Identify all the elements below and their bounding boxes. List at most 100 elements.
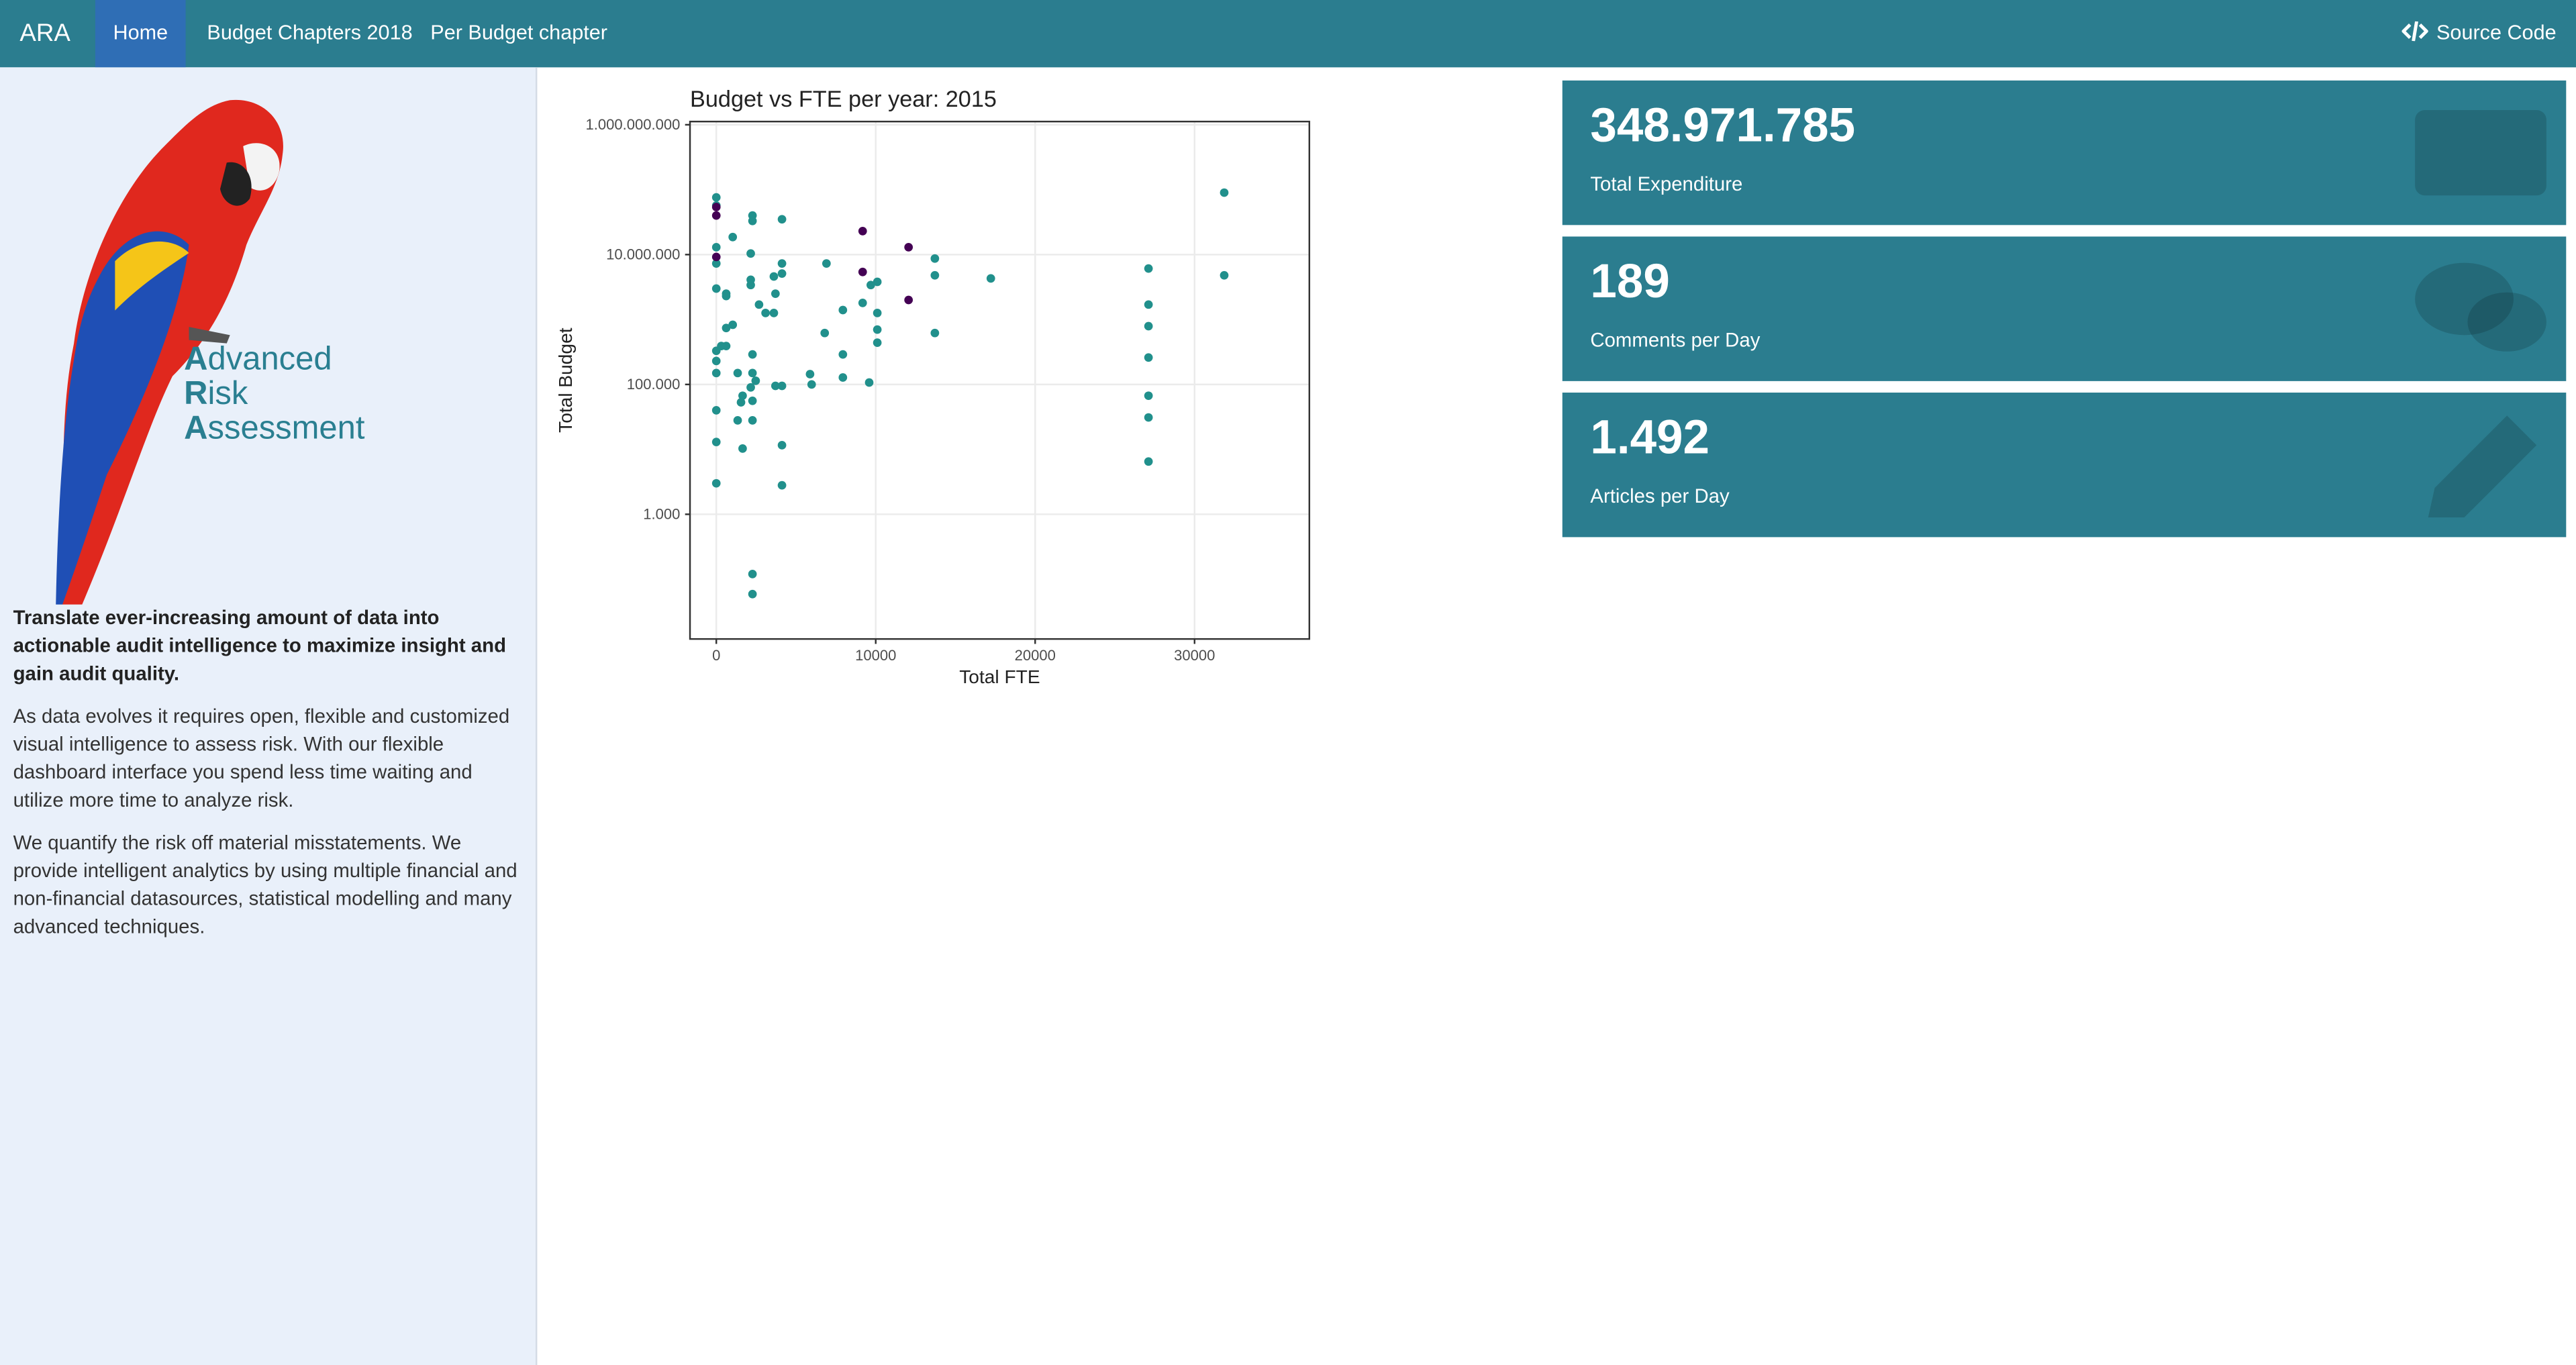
source-link[interactable]: Source Code [2401,0,2557,67]
sidebar: Advanced Risk Assessment Translate ever-… [0,67,538,1365]
y-tick-label: 10.000.000 [606,246,680,263]
point [711,284,721,293]
point [722,342,731,351]
chart-title: Budget vs FTE per year: 2015 [690,87,997,112]
point [858,267,867,276]
point [746,383,755,392]
paragraph: As data evolves it requires open, flexib… [13,705,510,812]
point [711,211,721,220]
point [711,405,721,415]
box-label: Articles per Day [1590,485,1730,508]
point [748,396,757,405]
point [866,281,875,290]
point [838,350,848,359]
point [751,376,760,385]
point [807,380,816,389]
code-icon [2401,21,2429,42]
point [738,391,747,401]
box-value: 348.971.785 [1590,100,1856,153]
point [777,481,787,490]
point [728,232,738,242]
pencil-icon [2428,415,2537,518]
point [1144,457,1153,466]
point [1144,353,1153,362]
y-tick-label: 100.000 [627,376,681,393]
point [769,272,779,281]
x-tick-label: 30000 [1174,647,1215,664]
logo-word: Risk [184,376,248,413]
point [711,252,721,262]
point [728,320,738,330]
x-tick-label: 10000 [855,647,896,664]
point [858,227,867,236]
plot-background [690,121,1309,640]
point [711,242,721,252]
point [711,368,721,378]
scatter-chart: 1.000 100.000 10.000.000 1.000.000.000 0 1000… [555,87,1311,687]
point [838,373,848,382]
x-tick-label: 20000 [1015,647,1056,664]
value-box: 189 Comments per Day [1562,236,2567,381]
nav-tab[interactable]: Home [95,0,186,68]
point [748,368,757,378]
source-text[interactable]: Source Code [2436,21,2557,45]
point [754,300,764,309]
point [777,215,787,224]
parrot [56,99,283,605]
x-axis-title: Total FTE [959,666,1040,687]
point [822,259,831,268]
point [711,478,721,488]
point [771,381,780,391]
point [771,289,780,298]
point [805,370,815,378]
point [736,398,746,407]
point [711,203,721,211]
money-icon [2415,109,2546,196]
point [820,328,830,338]
point [930,270,940,280]
nav-tab[interactable]: Budget Chapters 2018 [207,21,413,45]
point [838,305,848,315]
point [930,328,940,338]
point [1144,300,1153,309]
point [777,440,787,450]
value-box: 348.971.785 Total Expenditure [1562,80,2567,225]
y-tick-label: 1.000.000.000 [586,116,681,133]
point [748,216,757,225]
point [873,338,882,347]
point [711,356,721,366]
point [733,368,742,378]
comments-icon [2415,262,2546,352]
point [711,259,721,268]
logo-word: Assessment [184,410,365,447]
point [864,378,874,387]
paragraph: We quantify the risk off material missta… [13,831,517,938]
point [711,438,721,446]
point [733,415,742,425]
nav-tab[interactable]: Per Budget chapter [430,21,607,45]
point [761,309,770,317]
point [769,309,779,317]
point [873,325,882,334]
point [777,269,787,279]
x-tick-label: 0 [712,647,720,664]
point [1144,321,1153,331]
point [1220,188,1229,197]
point [1144,391,1153,401]
point [746,249,755,258]
point [748,350,757,359]
y-axis-title: Total Budget [555,327,576,433]
point [930,254,940,263]
point [1220,270,1229,280]
box-value: 189 [1590,256,1670,309]
point [711,193,721,202]
intro: Translate ever-increasing amount of data… [13,606,507,685]
box-value: 1.492 [1590,412,1710,465]
box-label: Total Expenditure [1590,172,1743,196]
brand[interactable]: ARA [19,19,70,48]
point [1144,264,1153,273]
point [746,281,755,290]
point [722,291,731,301]
